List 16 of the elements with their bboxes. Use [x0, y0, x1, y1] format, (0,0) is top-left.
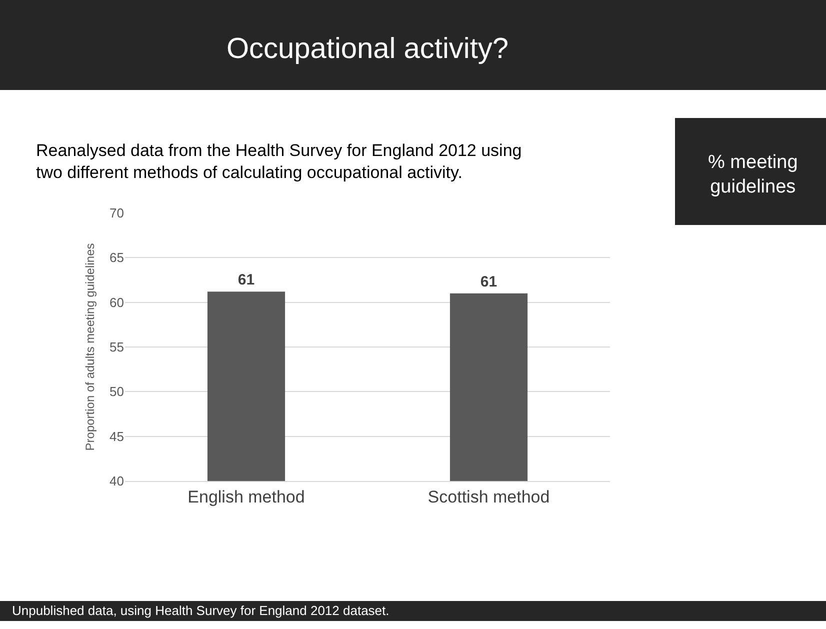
- y-tick-label: 50: [110, 384, 124, 400]
- text: % meeting guidelines: [708, 152, 798, 198]
- y-tick-label: 65: [110, 250, 124, 266]
- x-tick-label: English method: [188, 487, 305, 506]
- y-tick-label: 60: [110, 294, 124, 310]
- chart-title: Occupational activity?: [226, 33, 509, 66]
- chart-subtitle: Reanalysed data from the Health Survey for England 2012 using two different methods of calculating occupational activity.: [36, 141, 522, 182]
- y-axis-title: Proportion of adults meeting guidelines: [82, 243, 97, 451]
- x-tick-label: Scottish method: [428, 487, 550, 506]
- text: Unpublished data, using Health Survey for England 2012 dataset.: [12, 603, 390, 618]
- data-label: 61: [480, 273, 498, 290]
- y-tick-label: 70: [110, 206, 124, 221]
- data-label: 61: [238, 272, 255, 289]
- y-tick-label: 55: [110, 340, 124, 355]
- y-tick-label: 40: [110, 474, 124, 489]
- y-tick-label: 45: [110, 428, 124, 444]
